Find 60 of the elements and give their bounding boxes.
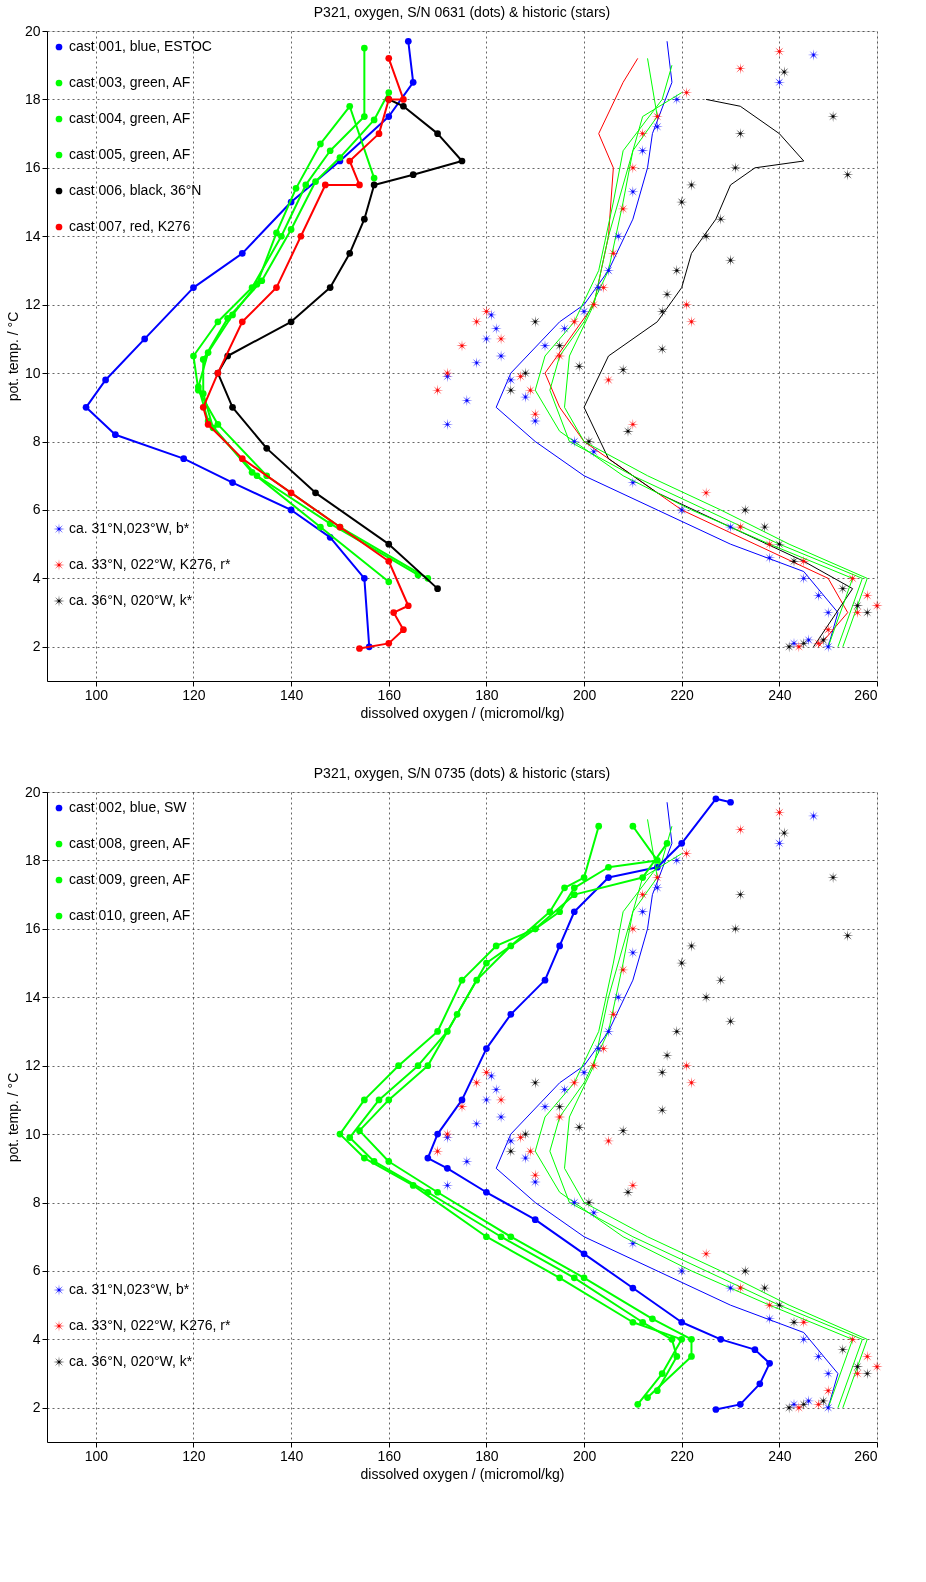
- legend-label: cast 006, black, 36°N: [69, 182, 202, 198]
- y-tick-label: 18: [24, 851, 41, 868]
- y-tick-label: 6: [32, 1262, 41, 1279]
- legend-label: cast 001, blue, ESTOC: [69, 38, 212, 54]
- legend-label: cast 007, red, K276: [69, 218, 191, 234]
- x-axis-title: dissolved oxygen / (micromol/kg): [360, 704, 565, 721]
- y-tick-label: 18: [24, 90, 41, 107]
- x-axis-title: dissolved oxygen / (micromol/kg): [360, 1465, 565, 1482]
- y-tick-label: 8: [32, 1194, 41, 1211]
- y-tick-label: 2: [32, 638, 41, 655]
- legend-label: cast 002, blue, SW: [69, 799, 188, 815]
- x-tick-label: 180: [475, 1447, 499, 1464]
- legend-label: cast 008, green, AF: [69, 835, 191, 851]
- y-tick-label: 10: [24, 1125, 41, 1142]
- legend-label: cast 005, green, AF: [69, 146, 191, 162]
- x-tick-label: 140: [279, 1447, 304, 1464]
- x-tick-label: 120: [182, 1447, 206, 1464]
- legend-label: cast 003, green, AF: [69, 74, 191, 90]
- y-tick-label: 16: [24, 159, 41, 176]
- x-tick-label: 160: [377, 1447, 402, 1464]
- y-tick-label: 4: [32, 569, 41, 586]
- legend-label: ca. 36°N, 020°W, k*: [69, 1353, 193, 1369]
- y-tick-label: 20: [24, 22, 41, 39]
- chart-title: P321, oxygen, S/N 0735 (dots) & historic (stars): [313, 765, 611, 781]
- y-axis-title: pot. temp. / °C: [4, 311, 21, 402]
- x-tick-label: 100: [84, 1447, 109, 1464]
- legend-label: ca. 33°N, 022°W, K276, r*: [69, 556, 231, 572]
- x-tick-label: 260: [854, 1447, 878, 1464]
- y-tick-label: 8: [32, 433, 41, 450]
- legend-label: cast 009, green, AF: [69, 871, 191, 887]
- legend-label: cast 010, green, AF: [69, 907, 191, 923]
- x-tick-label: 200: [572, 686, 597, 703]
- y-tick-label: 4: [32, 1330, 41, 1347]
- x-tick-label: 240: [768, 686, 792, 703]
- chart-title: P321, oxygen, S/N 0631 (dots) & historic (stars): [313, 4, 611, 20]
- x-tick-label: 120: [182, 686, 206, 703]
- x-tick-label: 180: [475, 686, 499, 703]
- y-axis-title: pot. temp. / °C: [4, 1072, 21, 1163]
- x-tick-label: 240: [768, 1447, 792, 1464]
- y-tick-label: 14: [24, 988, 41, 1005]
- y-tick-label: 12: [24, 296, 41, 313]
- x-tick-label: 160: [377, 686, 402, 703]
- legend-label: cast 004, green, AF: [69, 110, 191, 126]
- y-tick-label: 12: [24, 1057, 41, 1074]
- x-tick-label: 260: [854, 686, 878, 703]
- x-tick-label: 220: [670, 686, 695, 703]
- legend-label: ca. 36°N, 020°W, k*: [69, 592, 193, 608]
- y-tick-label: 6: [32, 501, 41, 518]
- y-tick-label: 20: [24, 783, 41, 800]
- y-tick-label: 2: [32, 1399, 41, 1416]
- y-tick-label: 14: [24, 227, 41, 244]
- x-tick-label: 200: [572, 1447, 597, 1464]
- y-tick-label: 10: [24, 364, 41, 381]
- y-tick-label: 16: [24, 920, 41, 937]
- x-tick-label: 220: [670, 1447, 695, 1464]
- x-tick-label: 100: [84, 686, 109, 703]
- x-tick-label: 140: [279, 686, 304, 703]
- legend-label: ca. 31°N,023°W, b*: [69, 520, 190, 536]
- legend-label: ca. 33°N, 022°W, K276, r*: [69, 1317, 231, 1333]
- legend-label: ca. 31°N,023°W, b*: [69, 1281, 190, 1297]
